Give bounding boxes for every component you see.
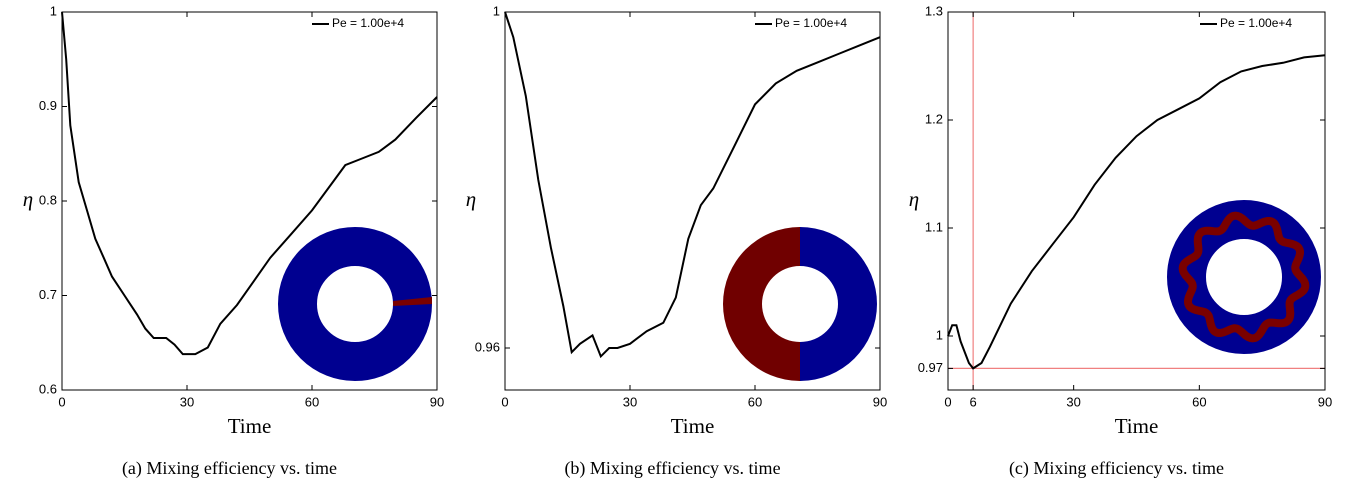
inset-a	[278, 227, 432, 381]
y-tick-label: 0.7	[39, 287, 57, 302]
x-axis-label: Time	[228, 414, 272, 438]
y-axis-label: η	[466, 187, 476, 211]
x-axis-label: Time	[1115, 414, 1159, 438]
legend-label: Pe = 1.00e+4	[1220, 16, 1292, 30]
inset-c	[1167, 200, 1321, 354]
x-tick-label: 0	[58, 394, 65, 409]
data-line	[947, 54, 1326, 370]
x-tick-label: 6	[970, 394, 977, 409]
axes-box	[947, 11, 1326, 391]
x-tick-label: 90	[1318, 394, 1332, 409]
x-tick-label: 0	[501, 394, 508, 409]
x-tick-label: 90	[430, 394, 444, 409]
y-tick-label: 1.3	[925, 3, 943, 18]
y-tick-label: 0.97	[918, 360, 943, 375]
legend-label: Pe = 1.00e+4	[332, 16, 404, 30]
annulus	[1167, 200, 1321, 354]
x-tick-label: 60	[748, 394, 762, 409]
half-left	[723, 227, 800, 381]
y-tick-label: 1	[493, 3, 500, 18]
y-axis-label: η	[909, 187, 919, 211]
half-right	[800, 227, 877, 381]
y-tick-label: 1	[50, 3, 57, 18]
data-line	[61, 11, 438, 356]
wavy-ring	[1178, 211, 1310, 343]
x-tick-label: 30	[1066, 394, 1080, 409]
x-tick-label: 60	[1192, 394, 1206, 409]
x-axis-label: Time	[671, 414, 715, 438]
y-tick-label: 0.6	[39, 381, 57, 396]
y-tick-label: 1	[936, 327, 943, 342]
data-line	[504, 11, 881, 359]
y-axis-label: η	[23, 187, 33, 211]
wedge	[393, 297, 432, 306]
y-tick-label: 0.9	[39, 98, 57, 113]
insets	[278, 200, 1321, 381]
caption: (a) Mixing efficiency vs. time	[122, 458, 337, 479]
chart: 0 6 30 60 90 0.97 1 1.1 1.2 1.3 Pe = 1.00e+4 Time η (…	[909, 3, 1332, 479]
chart: 0 30 60 90 0.6 0.7 0.8 0.9 1 Pe = 1.00e+4 Time η (a)…	[23, 3, 444, 479]
x-tick-label: 0	[944, 394, 951, 409]
y-tick-label: 0.96	[475, 339, 500, 354]
x-tick-label: 30	[180, 394, 194, 409]
caption: (c) Mixing efficiency vs. time	[1009, 458, 1224, 479]
x-tick-label: 90	[873, 394, 887, 409]
axes-box	[504, 11, 881, 391]
inset-b	[723, 227, 877, 381]
y-tick-label: 0.8	[39, 192, 57, 207]
x-tick-label: 30	[623, 394, 637, 409]
y-tick-label: 1.1	[925, 219, 943, 234]
caption: (b) Mixing efficiency vs. time	[564, 458, 780, 479]
legend-label: Pe = 1.00e+4	[775, 16, 847, 30]
chart: 0 30 60 90 0.96 1 Pe = 1.00e+4 Time η (b) Mixing …	[466, 3, 887, 479]
x-tick-label: 60	[305, 394, 319, 409]
y-tick-label: 1.2	[925, 111, 943, 126]
